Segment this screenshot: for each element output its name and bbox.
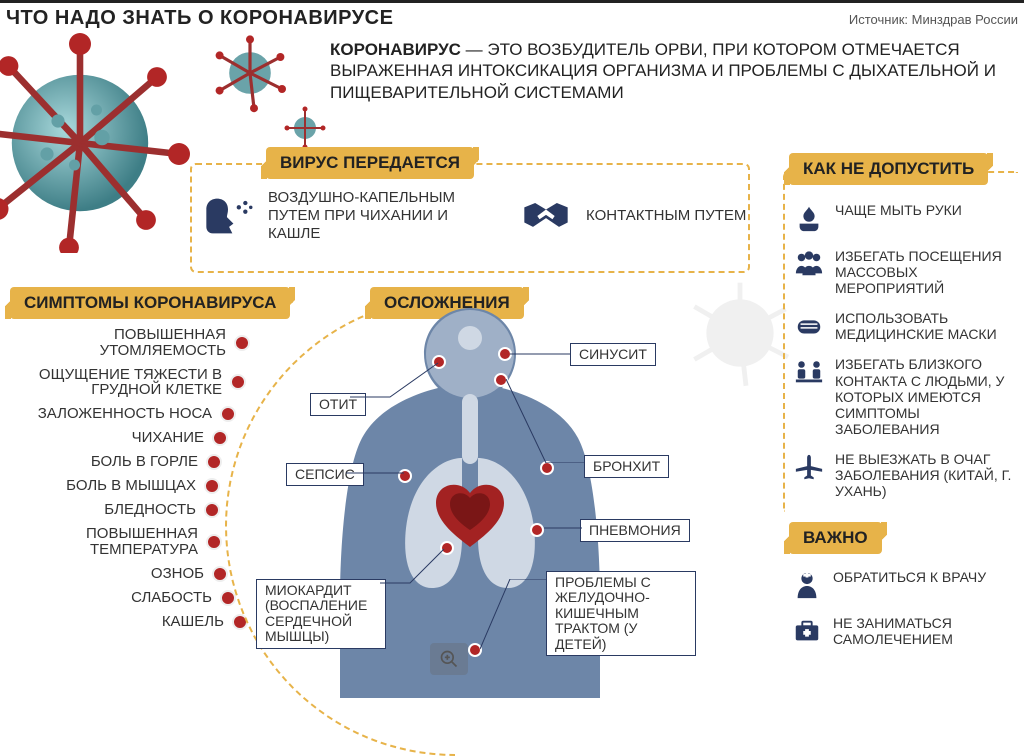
symptom-dot-icon <box>230 374 246 390</box>
complication-pneumonia: ПНЕВМОНИЯ <box>580 519 690 542</box>
complication-dot <box>540 461 554 475</box>
symptom-item: БЛЕДНОСТЬ <box>0 498 250 522</box>
complication-gi: ПРОБЛЕМЫ С ЖЕЛУДОЧНО-КИШЕЧНЫМ ТРАКТОМ (У… <box>546 571 696 656</box>
virus-illustration-small <box>280 103 330 153</box>
symptom-text: КАШЕЛЬ <box>162 614 224 630</box>
symptom-dot-icon <box>220 590 236 606</box>
leader-line <box>480 579 550 651</box>
symptom-dot-icon <box>212 566 228 582</box>
leader-line <box>350 359 440 399</box>
symptom-text: ПОВЫШЕННАЯ УТОМЛЯЕМОСТЬ <box>0 327 226 359</box>
important-text: НЕ ЗАНИМАТЬСЯ САМОЛЕЧЕНИЕМ <box>833 615 1016 647</box>
leader-line <box>510 351 572 357</box>
symptom-dot-icon <box>206 454 222 470</box>
symptom-item: БОЛЬ В ГОРЛЕ <box>0 450 250 474</box>
complication-sinusitis: СИНУСИТ <box>570 343 656 366</box>
medkit-icon <box>791 615 823 647</box>
virus-illustration-medium <box>210 33 290 113</box>
badge-transmission: ВИРУС ПЕРЕДАЕТСЯ <box>266 147 474 179</box>
symptom-item: БОЛЬ В МЫШЦАХ <box>0 474 250 498</box>
symptom-text: ОЗНОБ <box>151 566 204 582</box>
symptoms-list: ПОВЫШЕННАЯ УТОМЛЯЕМОСТЬ ОЩУЩЕНИЕ ТЯЖЕСТИ… <box>0 323 250 634</box>
transmission-text: КОНТАКТНЫМ ПУТЕМ <box>586 207 746 225</box>
prevent-item: НЕ ВЫЕЗЖАТЬ В ОЧАГ ЗАБОЛЕВАНИЯ (КИТАЙ, Г… <box>791 444 1018 506</box>
infographic-page: ЧТО НАДО ЗНАТЬ О КОРОНАВИРУСЕ Источник: … <box>0 0 1024 688</box>
crowd-icon <box>793 248 825 280</box>
symptom-dot-icon <box>204 502 220 518</box>
transmission-text: ВОЗДУШНО-КАПЕЛЬНЫМ ПУТЕМ ПРИ ЧИХАНИИ И К… <box>268 189 488 243</box>
important-text: ОБРАТИТЬСЯ К ВРАЧУ <box>833 569 986 585</box>
symptom-item: СЛАБОСТЬ <box>0 586 250 610</box>
symptom-text: ЧИХАНИЕ <box>132 430 204 446</box>
badge-important: ВАЖНО <box>789 522 882 554</box>
symptom-item: КАШЕЛЬ <box>0 610 250 634</box>
symptom-item: ОЗНОБ <box>0 562 250 586</box>
virus-illustration-large <box>0 33 190 253</box>
complication-dot <box>530 523 544 537</box>
symptom-text: БОЛЬ В МЫШЦАХ <box>66 478 196 494</box>
mask-icon <box>793 310 825 342</box>
leader-line <box>544 525 584 531</box>
symptom-text: БОЛЬ В ГОРЛЕ <box>91 454 198 470</box>
symptom-text: ПОВЫШЕННАЯ ТЕМПЕРАТУРА <box>0 526 198 558</box>
prevent-list: ЧАЩЕ МЫТЬ РУКИ ИЗБЕГАТЬ ПОСЕЩЕНИЯ МАССОВ… <box>791 195 1018 506</box>
symptom-item: ПОВЫШЕННАЯ УТОМЛЯЕМОСТЬ <box>0 323 250 363</box>
leader-line <box>506 379 596 463</box>
transmission-items: ВОЗДУШНО-КАПЕЛЬНЫМ ПУТЕМ ПРИ ЧИХАНИИ И К… <box>200 188 750 244</box>
virus-illustration-ghost <box>680 273 800 393</box>
prevent-text: ИСПОЛЬЗОВАТЬ МЕДИЦИНСКИЕ МАСКИ <box>835 310 1016 342</box>
complication-myocarditis: МИОКАРДИТ (ВОСПАЛЕНИЕ СЕРДЕЧНОЙ МЫШЦЫ) <box>256 579 386 649</box>
symptom-dot-icon <box>234 335 250 351</box>
prevent-box: ЧАЩЕ МЫТЬ РУКИ ИЗБЕГАТЬ ПОСЕЩЕНИЯ МАССОВ… <box>783 171 1018 512</box>
symptom-dot-icon <box>220 406 236 422</box>
symptom-item: ПОВЫШЕННАЯ ТЕМПЕРАТУРА <box>0 522 250 562</box>
cough-icon <box>200 188 256 244</box>
intro-bold: КОРОНАВИРУС <box>330 40 461 59</box>
symptom-text: БЛЕДНОСТЬ <box>104 502 196 518</box>
prevent-item: ЧАЩЕ МЫТЬ РУКИ <box>791 195 1018 241</box>
badge-symptoms: СИМПТОМЫ КОРОНАВИРУСА <box>10 287 290 319</box>
sidebar: КАК НЕ ДОПУСТИТЬ ЧАЩЕ МЫТЬ РУКИ ИЗБЕГАТЬ… <box>783 153 1018 654</box>
leader-line <box>380 547 450 587</box>
zoom-button[interactable] <box>430 643 468 675</box>
important-item: ОБРАТИТЬСЯ К ВРАЧУ <box>789 562 1018 608</box>
prevent-item: ИСПОЛЬЗОВАТЬ МЕДИЦИНСКИЕ МАСКИ <box>791 303 1018 349</box>
handshake-icon <box>518 188 574 244</box>
symptom-dot-icon <box>206 534 222 550</box>
symptom-dot-icon <box>204 478 220 494</box>
symptom-dot-icon <box>212 430 228 446</box>
prevent-text: ЧАЩЕ МЫТЬ РУКИ <box>835 202 962 218</box>
leader-line <box>346 469 406 477</box>
prevent-text: НЕ ВЫЕЗЖАТЬ В ОЧАГ ЗАБОЛЕВАНИЯ (КИТАЙ, Г… <box>835 451 1016 499</box>
transmission-item: ВОЗДУШНО-КАПЕЛЬНЫМ ПУТЕМ ПРИ ЧИХАНИИ И К… <box>200 188 488 244</box>
symptom-item: ОЩУЩЕНИЕ ТЯЖЕСТИ В ГРУДНОЙ КЛЕТКЕ <box>0 363 250 403</box>
title-bar: ЧТО НАДО ЗНАТЬ О КОРОНАВИРУСЕ Источник: … <box>0 3 1024 32</box>
page-title: ЧТО НАДО ЗНАТЬ О КОРОНАВИРУСЕ <box>6 7 393 30</box>
important-list: ОБРАТИТЬСЯ К ВРАЧУ НЕ ЗАНИМАТЬСЯ САМОЛЕЧ… <box>783 554 1018 654</box>
symptom-item: ЧИХАНИЕ <box>0 426 250 450</box>
symptom-item: ЗАЛОЖЕННОСТЬ НОСА <box>0 402 250 426</box>
doctor-icon <box>791 569 823 601</box>
source-caption: Источник: Минздрав России <box>849 12 1018 27</box>
intro-text: КОРОНАВИРУС — ЭТО ВОЗБУДИТЕЛЬ ОРВИ, ПРИ … <box>330 39 1010 103</box>
symptom-text: ЗАЛОЖЕННОСТЬ НОСА <box>38 406 212 422</box>
transmission-item: КОНТАКТНЫМ ПУТЕМ <box>518 188 746 244</box>
symptom-text: СЛАБОСТЬ <box>131 590 212 606</box>
wash-hands-icon <box>793 202 825 234</box>
prevent-item: ИЗБЕГАТЬ ПОСЕЩЕНИЯ МАССОВЫХ МЕРОПРИЯТИЙ <box>791 241 1018 303</box>
magnifier-plus-icon <box>439 649 459 669</box>
badge-prevent: КАК НЕ ДОПУСТИТЬ <box>789 153 988 185</box>
prevent-item: ИЗБЕГАТЬ БЛИЗКОГО КОНТАКТА С ЛЮДЬМИ, У К… <box>791 349 1018 443</box>
prevent-text: ИЗБЕГАТЬ ПОСЕЩЕНИЯ МАССОВЫХ МЕРОПРИЯТИЙ <box>835 248 1016 296</box>
symptom-text: ОЩУЩЕНИЕ ТЯЖЕСТИ В ГРУДНОЙ КЛЕТКЕ <box>0 367 222 399</box>
no-travel-icon <box>793 451 825 483</box>
important-item: НЕ ЗАНИМАТЬСЯ САМОЛЕЧЕНИЕМ <box>789 608 1018 654</box>
distance-icon <box>793 356 825 388</box>
prevent-text: ИЗБЕГАТЬ БЛИЗКОГО КОНТАКТА С ЛЮДЬМИ, У К… <box>835 356 1016 436</box>
complication-bronchitis: БРОНХИТ <box>584 455 669 478</box>
